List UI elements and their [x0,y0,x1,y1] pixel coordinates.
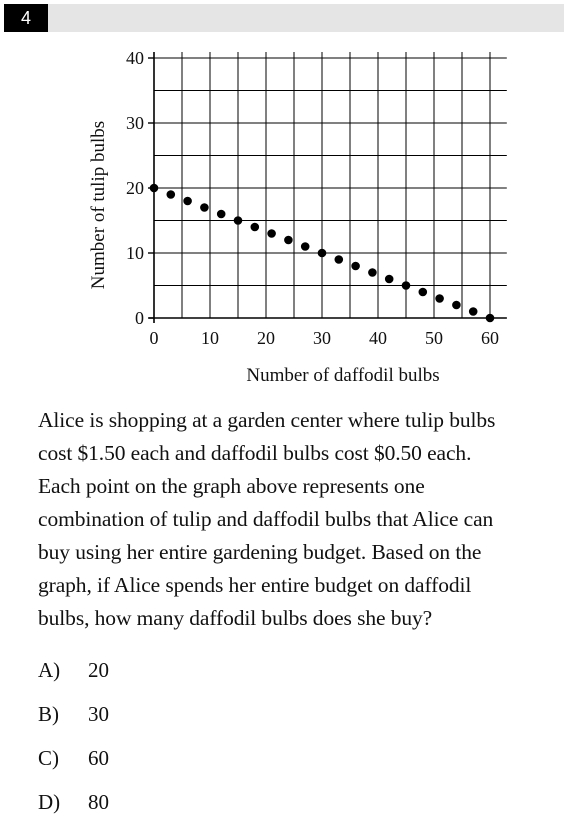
prompt-line: Each point on the graph above represents… [38,474,425,498]
data-point [452,300,461,310]
question-prompt: Alice is shopping at a garden center whe… [38,404,566,635]
data-point [300,242,310,251]
chart-grid [153,52,507,319]
y-tick-label: 30 [126,113,144,133]
answer-choice[interactable]: B) 30 [38,692,109,736]
answer-choice[interactable]: C) 60 [38,736,109,780]
data-points [149,183,495,323]
data-point [183,196,192,206]
question-header-bar [4,4,564,32]
prompt-line: Alice is shopping at a garden center whe… [38,408,496,432]
prompt-line: graph, if Alice spends her entire budget… [38,573,472,597]
data-point [149,183,159,193]
answer-choice[interactable]: D) 80 [38,780,109,824]
data-point [435,294,444,303]
x-tick-labels: 0 10 20 30 40 50 60 [150,328,500,348]
data-point [284,235,293,245]
y-tick-label: 40 [126,48,144,68]
choice-letter: B) [38,701,59,726]
data-point [200,203,209,212]
x-axis-title: Number of daffodil bulbs [246,365,439,386]
data-point [267,229,276,238]
prompt-line: cost $1.50 each and daffodil bulbs cost … [38,441,472,465]
data-point [317,248,327,258]
x-tick-label: 10 [201,328,219,348]
x-tick-label: 20 [257,328,275,348]
x-tick-label: 60 [481,328,499,348]
data-point [485,313,495,323]
data-point [384,274,394,284]
choice-letter: D) [38,789,61,814]
scatter-chart: 0 10 20 30 40 50 60 0 10 20 30 40 Number of daffod… [88,48,507,386]
prompt-line: combination of tulip and daffodil bulbs … [38,507,494,531]
x-tick-label: 30 [313,328,331,348]
y-tick-labels: 0 10 20 30 40 [126,48,144,328]
y-tick-label: 0 [135,308,144,328]
y-tick-label: 10 [126,243,144,263]
data-point [418,287,428,297]
x-tick-label: 0 [150,328,159,348]
choice-value: 20 [88,657,109,682]
choice-value: 30 [88,701,109,726]
choice-letter: A) [38,657,61,682]
data-point [334,255,344,264]
data-point [401,281,411,290]
answer-choices: A) 20 B) 30 C) 60 D) 80 [38,648,109,824]
data-point [166,190,176,199]
question-number: 4 [4,4,48,32]
data-point [250,222,260,232]
x-tick-label: 40 [369,328,387,348]
choice-letter: C) [38,745,59,770]
data-point [468,307,478,316]
data-point [216,209,226,219]
answer-choice[interactable]: A) 20 [38,648,109,692]
data-point [368,268,377,277]
data-point [351,261,360,271]
data-point [233,216,243,225]
x-tick-label: 50 [425,328,443,348]
y-axis-title: Number of tulip bulbs [88,121,109,289]
prompt-line: bulbs, how many daffodil bulbs does she … [38,606,433,630]
y-tick-label: 20 [126,178,144,198]
choice-value: 60 [88,745,109,770]
choice-value: 80 [88,789,109,814]
prompt-line: buy using her entire gardening budget. B… [38,540,482,564]
